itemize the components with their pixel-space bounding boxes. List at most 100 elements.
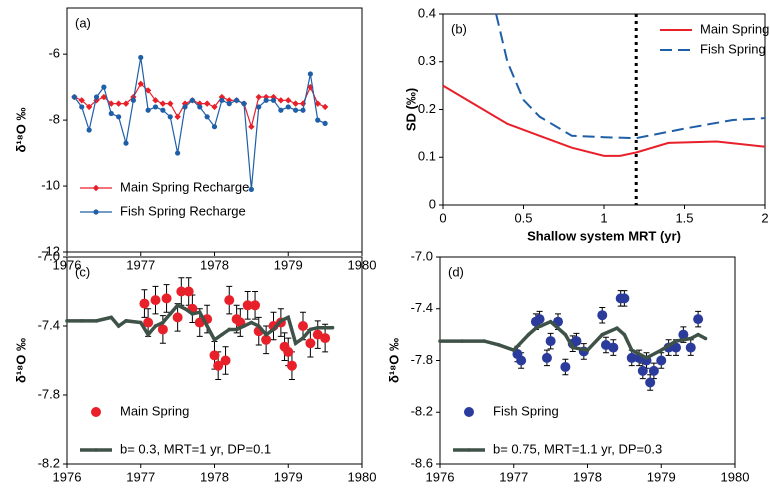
data-point <box>161 293 172 304</box>
data-point <box>560 361 571 372</box>
data-point <box>181 100 189 107</box>
data-point <box>330 325 335 330</box>
y-tick-label: -8 <box>48 112 60 127</box>
data-point <box>622 332 627 337</box>
data-point <box>637 365 648 376</box>
data-point <box>283 346 294 357</box>
data-point <box>176 286 187 297</box>
plot-frame <box>439 256 736 465</box>
x-axis-title: Shallow system MRT (yr) <box>527 228 681 243</box>
data-point <box>671 342 681 353</box>
data-point <box>108 110 114 117</box>
data-point <box>314 100 321 107</box>
x-tick-label: 1979 <box>274 469 303 484</box>
data-point <box>65 319 69 323</box>
data-point <box>161 320 165 325</box>
legend-marker <box>94 448 98 452</box>
x-tick-label: 1978 <box>573 469 602 484</box>
data-point <box>79 104 85 110</box>
data-point <box>570 345 575 350</box>
data-point <box>674 339 678 343</box>
data-point <box>160 107 166 113</box>
data-point <box>300 107 306 113</box>
series-line <box>73 57 326 190</box>
data-point <box>263 97 269 103</box>
data-point <box>648 365 659 376</box>
legend-label: Main Spring <box>120 403 189 418</box>
y-tick-label: -7.4 <box>38 317 60 332</box>
data-point <box>157 324 168 335</box>
data-point <box>124 319 128 323</box>
data-point <box>220 332 224 337</box>
data-point <box>286 315 291 320</box>
data-point <box>256 324 261 328</box>
y-tick-label: -7.8 <box>38 386 60 401</box>
data-point <box>678 329 689 340</box>
data-point <box>159 100 167 107</box>
data-point <box>659 348 664 352</box>
data-point <box>600 332 605 337</box>
data-point <box>234 97 240 103</box>
x-tick-label: 1979 <box>647 469 676 484</box>
data-point <box>182 104 188 110</box>
data-point <box>534 314 545 325</box>
x-tick-label: 1980 <box>348 469 377 484</box>
data-point <box>219 97 225 103</box>
panel-label: (b) <box>451 21 467 36</box>
y-tick-label: 0 <box>429 196 436 211</box>
data-point <box>703 336 708 341</box>
y-tick-label: 0.1 <box>418 149 436 164</box>
y-tick-label: -7.0 <box>411 248 433 263</box>
data-point <box>693 314 704 325</box>
data-point <box>183 306 187 311</box>
data-point <box>137 80 144 88</box>
data-point <box>608 342 619 353</box>
data-point <box>86 127 92 133</box>
x-tick-label: 1977 <box>126 257 155 272</box>
data-point <box>116 324 121 328</box>
data-point <box>615 326 619 330</box>
data-point <box>138 320 143 325</box>
legend-marker <box>467 448 471 452</box>
data-point <box>94 319 99 323</box>
data-point <box>460 339 464 343</box>
x-tick-label: 1978 <box>200 257 229 272</box>
data-point <box>255 93 262 101</box>
data-point <box>315 117 321 123</box>
legend-marker <box>91 407 101 417</box>
data-point <box>211 124 218 130</box>
data-point <box>100 93 108 101</box>
x-tick-label: 2 <box>761 210 768 225</box>
data-point <box>545 336 556 347</box>
data-point <box>101 84 107 90</box>
data-point <box>122 100 130 107</box>
legend-marker <box>92 184 100 192</box>
data-point <box>656 355 667 366</box>
data-point <box>256 104 262 110</box>
data-point <box>150 295 161 306</box>
data-point <box>321 103 329 111</box>
x-tick-label: 1980 <box>721 469 750 484</box>
data-point <box>278 107 284 113</box>
data-point <box>292 100 299 107</box>
x-tick-label: 1977 <box>499 469 528 484</box>
data-point <box>190 312 195 316</box>
data-point <box>139 298 150 309</box>
data-point <box>189 97 195 103</box>
data-point <box>209 350 220 361</box>
y-axis-title: SD (‰) <box>403 88 418 131</box>
data-point <box>197 310 202 315</box>
panel-label: (c) <box>75 264 90 279</box>
x-tick-label: 1976 <box>426 469 455 484</box>
legend-marker <box>464 407 474 417</box>
data-point <box>213 360 224 371</box>
y-tick-label: -12 <box>41 243 60 258</box>
y-tick-label: 0.4 <box>418 5 436 20</box>
data-point <box>248 123 255 130</box>
data-point <box>298 321 308 331</box>
data-point <box>270 97 277 103</box>
data-point <box>130 97 136 103</box>
data-point <box>174 113 181 121</box>
x-tick-label: 1979 <box>274 257 303 272</box>
